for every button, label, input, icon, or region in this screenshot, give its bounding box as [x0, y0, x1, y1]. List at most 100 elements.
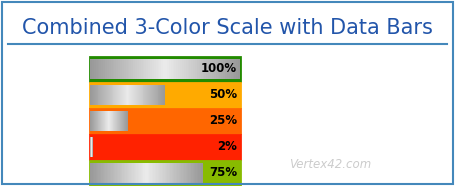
- Text: 2%: 2%: [217, 140, 237, 153]
- Bar: [159, 85, 161, 105]
- Bar: [111, 85, 113, 105]
- Bar: [150, 85, 151, 105]
- Bar: [97, 59, 100, 79]
- Bar: [99, 59, 101, 79]
- Bar: [214, 59, 216, 79]
- Bar: [189, 59, 192, 79]
- Bar: [93, 85, 94, 105]
- Bar: [233, 59, 235, 79]
- Bar: [191, 59, 193, 79]
- Bar: [159, 59, 162, 79]
- Bar: [97, 111, 98, 131]
- Bar: [99, 111, 100, 131]
- Bar: [134, 85, 135, 105]
- Bar: [161, 59, 163, 79]
- Bar: [146, 59, 148, 79]
- Text: 25%: 25%: [209, 115, 237, 127]
- Bar: [110, 163, 111, 183]
- Bar: [131, 85, 132, 105]
- Bar: [236, 59, 238, 79]
- Bar: [182, 163, 183, 183]
- Bar: [159, 163, 161, 183]
- Bar: [165, 59, 167, 79]
- Bar: [225, 59, 227, 79]
- Bar: [144, 59, 147, 79]
- Bar: [92, 85, 93, 105]
- Bar: [126, 59, 128, 79]
- Bar: [115, 111, 116, 131]
- Bar: [155, 85, 156, 105]
- Bar: [117, 163, 118, 183]
- Bar: [96, 163, 97, 183]
- Bar: [158, 85, 160, 105]
- Bar: [162, 85, 163, 105]
- Bar: [179, 163, 180, 183]
- Bar: [124, 111, 125, 131]
- Bar: [132, 85, 133, 105]
- Bar: [127, 85, 129, 105]
- Bar: [108, 111, 109, 131]
- Bar: [148, 59, 150, 79]
- Bar: [133, 85, 134, 105]
- Bar: [111, 163, 113, 183]
- Bar: [157, 85, 159, 105]
- Bar: [95, 111, 96, 131]
- Bar: [124, 59, 126, 79]
- Bar: [163, 163, 165, 183]
- Bar: [105, 59, 107, 79]
- Bar: [190, 163, 192, 183]
- Bar: [200, 163, 202, 183]
- Bar: [201, 59, 203, 79]
- Bar: [151, 85, 152, 105]
- Bar: [128, 85, 130, 105]
- Bar: [94, 111, 95, 131]
- Bar: [112, 85, 114, 105]
- Bar: [238, 59, 240, 79]
- Bar: [123, 85, 124, 105]
- Bar: [98, 111, 99, 131]
- Bar: [96, 85, 97, 105]
- Bar: [142, 163, 144, 183]
- Bar: [154, 59, 156, 79]
- Bar: [93, 111, 94, 131]
- Bar: [105, 111, 106, 131]
- Bar: [124, 163, 126, 183]
- Bar: [141, 163, 142, 183]
- Bar: [173, 163, 175, 183]
- Bar: [120, 111, 121, 131]
- Bar: [210, 59, 212, 79]
- Bar: [129, 163, 131, 183]
- Bar: [162, 163, 163, 183]
- Bar: [127, 59, 130, 79]
- Bar: [92, 59, 94, 79]
- Bar: [109, 85, 110, 105]
- Bar: [113, 111, 114, 131]
- Bar: [91, 111, 92, 131]
- Bar: [145, 163, 147, 183]
- Bar: [141, 85, 142, 105]
- Bar: [202, 59, 205, 79]
- Bar: [111, 85, 112, 105]
- Bar: [92, 111, 93, 131]
- Bar: [145, 85, 147, 105]
- Bar: [152, 59, 154, 79]
- Bar: [187, 163, 189, 183]
- Bar: [101, 111, 102, 131]
- Bar: [107, 163, 109, 183]
- Bar: [118, 163, 120, 183]
- Bar: [100, 163, 101, 183]
- Bar: [96, 59, 98, 79]
- Bar: [167, 163, 169, 183]
- Bar: [150, 59, 152, 79]
- Bar: [135, 59, 137, 79]
- Text: 75%: 75%: [209, 166, 237, 179]
- Bar: [156, 85, 157, 105]
- Bar: [191, 163, 193, 183]
- Bar: [124, 85, 125, 105]
- Bar: [115, 85, 116, 105]
- Bar: [137, 59, 139, 79]
- Bar: [107, 111, 108, 131]
- Bar: [149, 163, 151, 183]
- Bar: [114, 111, 115, 131]
- Bar: [92, 111, 93, 131]
